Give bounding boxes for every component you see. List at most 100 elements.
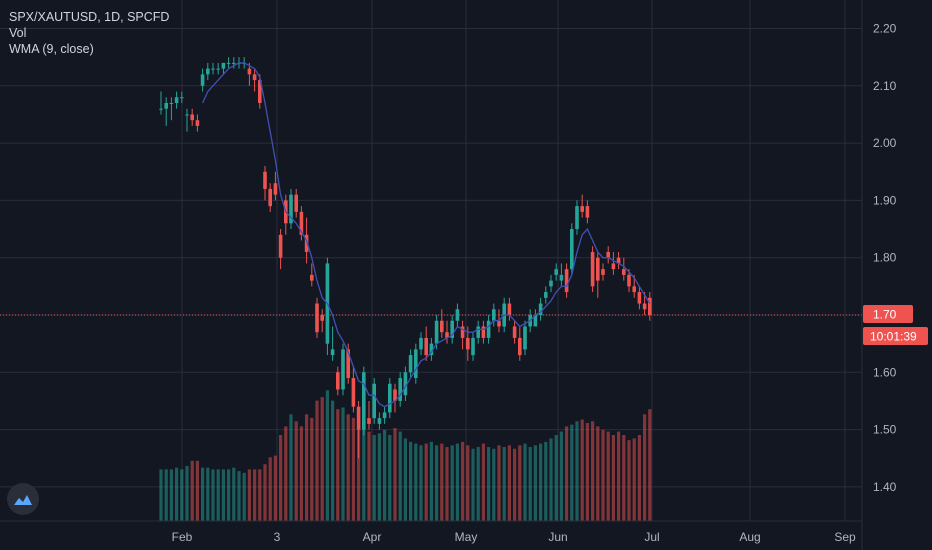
volume-bar bbox=[195, 460, 199, 521]
candle-body bbox=[627, 274, 631, 287]
volume-bar bbox=[357, 421, 361, 521]
volume-bar bbox=[513, 448, 517, 521]
volume-bar bbox=[206, 467, 210, 521]
candle-body bbox=[200, 74, 205, 86]
candle-body bbox=[174, 97, 179, 103]
candle-body bbox=[330, 349, 335, 356]
candle-body bbox=[466, 337, 470, 350]
volume-bar bbox=[523, 443, 527, 521]
candle-body bbox=[346, 349, 350, 379]
volume-bar bbox=[211, 469, 215, 521]
countdown-label: 10:01:39 bbox=[870, 330, 917, 344]
candle-body bbox=[216, 68, 220, 70]
y-tick-label: 2.10 bbox=[873, 79, 897, 93]
candle-body bbox=[434, 320, 439, 344]
x-tick-label: 3 bbox=[274, 530, 281, 544]
candle-body bbox=[336, 372, 340, 390]
tradingview-logo[interactable] bbox=[7, 483, 39, 515]
candle-body bbox=[518, 337, 522, 356]
volume-bar bbox=[476, 447, 480, 521]
candle-body bbox=[185, 114, 189, 116]
volume-bar bbox=[492, 448, 496, 521]
volume-bar bbox=[289, 414, 293, 521]
volume-bar bbox=[388, 435, 392, 521]
candle-body bbox=[382, 412, 387, 419]
candle-body bbox=[601, 269, 605, 275]
volume-bar bbox=[185, 465, 189, 521]
candle-body bbox=[388, 383, 392, 413]
volume-bar bbox=[549, 438, 553, 521]
candle-body bbox=[424, 337, 428, 356]
x-tick-label: Jun bbox=[548, 530, 567, 544]
candle-body bbox=[481, 326, 486, 338]
volume-bar bbox=[403, 438, 407, 521]
volume-bar bbox=[565, 426, 569, 521]
x-tick-label: Aug bbox=[739, 530, 760, 544]
price-axis[interactable]: 2.20 2.10 2.00 1.90 1.80 1.70 1.60 1.50 1.40 bbox=[873, 22, 897, 494]
volume-bar bbox=[471, 448, 475, 521]
candle-body bbox=[315, 303, 319, 333]
volume-bar bbox=[450, 445, 454, 521]
volume-bar bbox=[377, 433, 381, 521]
candle-body bbox=[512, 326, 517, 338]
volume-bar bbox=[611, 435, 615, 521]
candle-body bbox=[206, 68, 210, 75]
volume-bar bbox=[336, 409, 340, 521]
volume-bar bbox=[346, 414, 350, 521]
volume-bar bbox=[232, 467, 236, 521]
volume-bar bbox=[481, 443, 485, 521]
candle-body bbox=[549, 280, 553, 287]
y-tick-label: 1.40 bbox=[873, 480, 897, 494]
volume-bar bbox=[310, 417, 314, 521]
candle-body bbox=[398, 378, 402, 401]
volume-bar bbox=[591, 421, 595, 521]
volume-bar bbox=[273, 455, 277, 521]
volume-bar bbox=[201, 467, 205, 521]
volume-bar bbox=[315, 400, 319, 521]
candle-body bbox=[263, 171, 267, 189]
volume-bar bbox=[242, 472, 246, 521]
volume-bar bbox=[299, 426, 303, 521]
legend: SPX/XAUTUSD, 1D, SPCFD Vol WMA (9, close… bbox=[9, 9, 169, 57]
candle-body bbox=[538, 303, 543, 315]
candle-body bbox=[616, 257, 621, 264]
candle-body bbox=[533, 315, 538, 327]
tradingview-cloud-icon bbox=[14, 495, 32, 505]
symbol-title[interactable]: SPX/XAUTUSD, 1D, SPCFD bbox=[9, 10, 170, 24]
y-tick-label: 1.50 bbox=[873, 423, 897, 437]
candle-body bbox=[367, 418, 371, 424]
volume-bar bbox=[466, 445, 470, 521]
candle-body bbox=[180, 97, 184, 99]
volume-bar bbox=[216, 469, 220, 521]
volume-indicator-label[interactable]: Vol bbox=[9, 26, 27, 40]
volume-bar bbox=[164, 469, 168, 521]
candle-body bbox=[159, 108, 163, 110]
candle-body bbox=[642, 303, 647, 310]
wma-indicator-label[interactable]: WMA (9, close) bbox=[9, 42, 94, 56]
volume-bar bbox=[622, 435, 626, 521]
candle-body bbox=[596, 257, 600, 281]
volume-bar bbox=[606, 431, 610, 521]
candle-body bbox=[554, 269, 558, 275]
volume-bar bbox=[258, 469, 262, 521]
candle-body bbox=[460, 326, 465, 338]
x-tick-label: May bbox=[455, 530, 478, 544]
volume-bar bbox=[367, 431, 371, 521]
volume-bar bbox=[539, 443, 543, 521]
volume-bar bbox=[227, 469, 231, 521]
candle-body bbox=[414, 349, 418, 379]
volume-bar bbox=[294, 421, 298, 521]
volume-bar bbox=[169, 469, 173, 521]
volume-bar bbox=[362, 424, 366, 521]
volume-bar bbox=[372, 435, 376, 521]
time-axis[interactable]: Feb 3 Apr May Jun Jul Aug Sep bbox=[172, 530, 856, 544]
candle-body bbox=[440, 320, 444, 333]
candle-body bbox=[648, 297, 652, 315]
candle-body bbox=[232, 62, 236, 64]
candle-body bbox=[450, 320, 454, 338]
volume-bar bbox=[559, 431, 563, 521]
candle-body bbox=[408, 355, 413, 373]
volume-bar bbox=[409, 441, 413, 521]
volume-bar bbox=[601, 429, 605, 521]
